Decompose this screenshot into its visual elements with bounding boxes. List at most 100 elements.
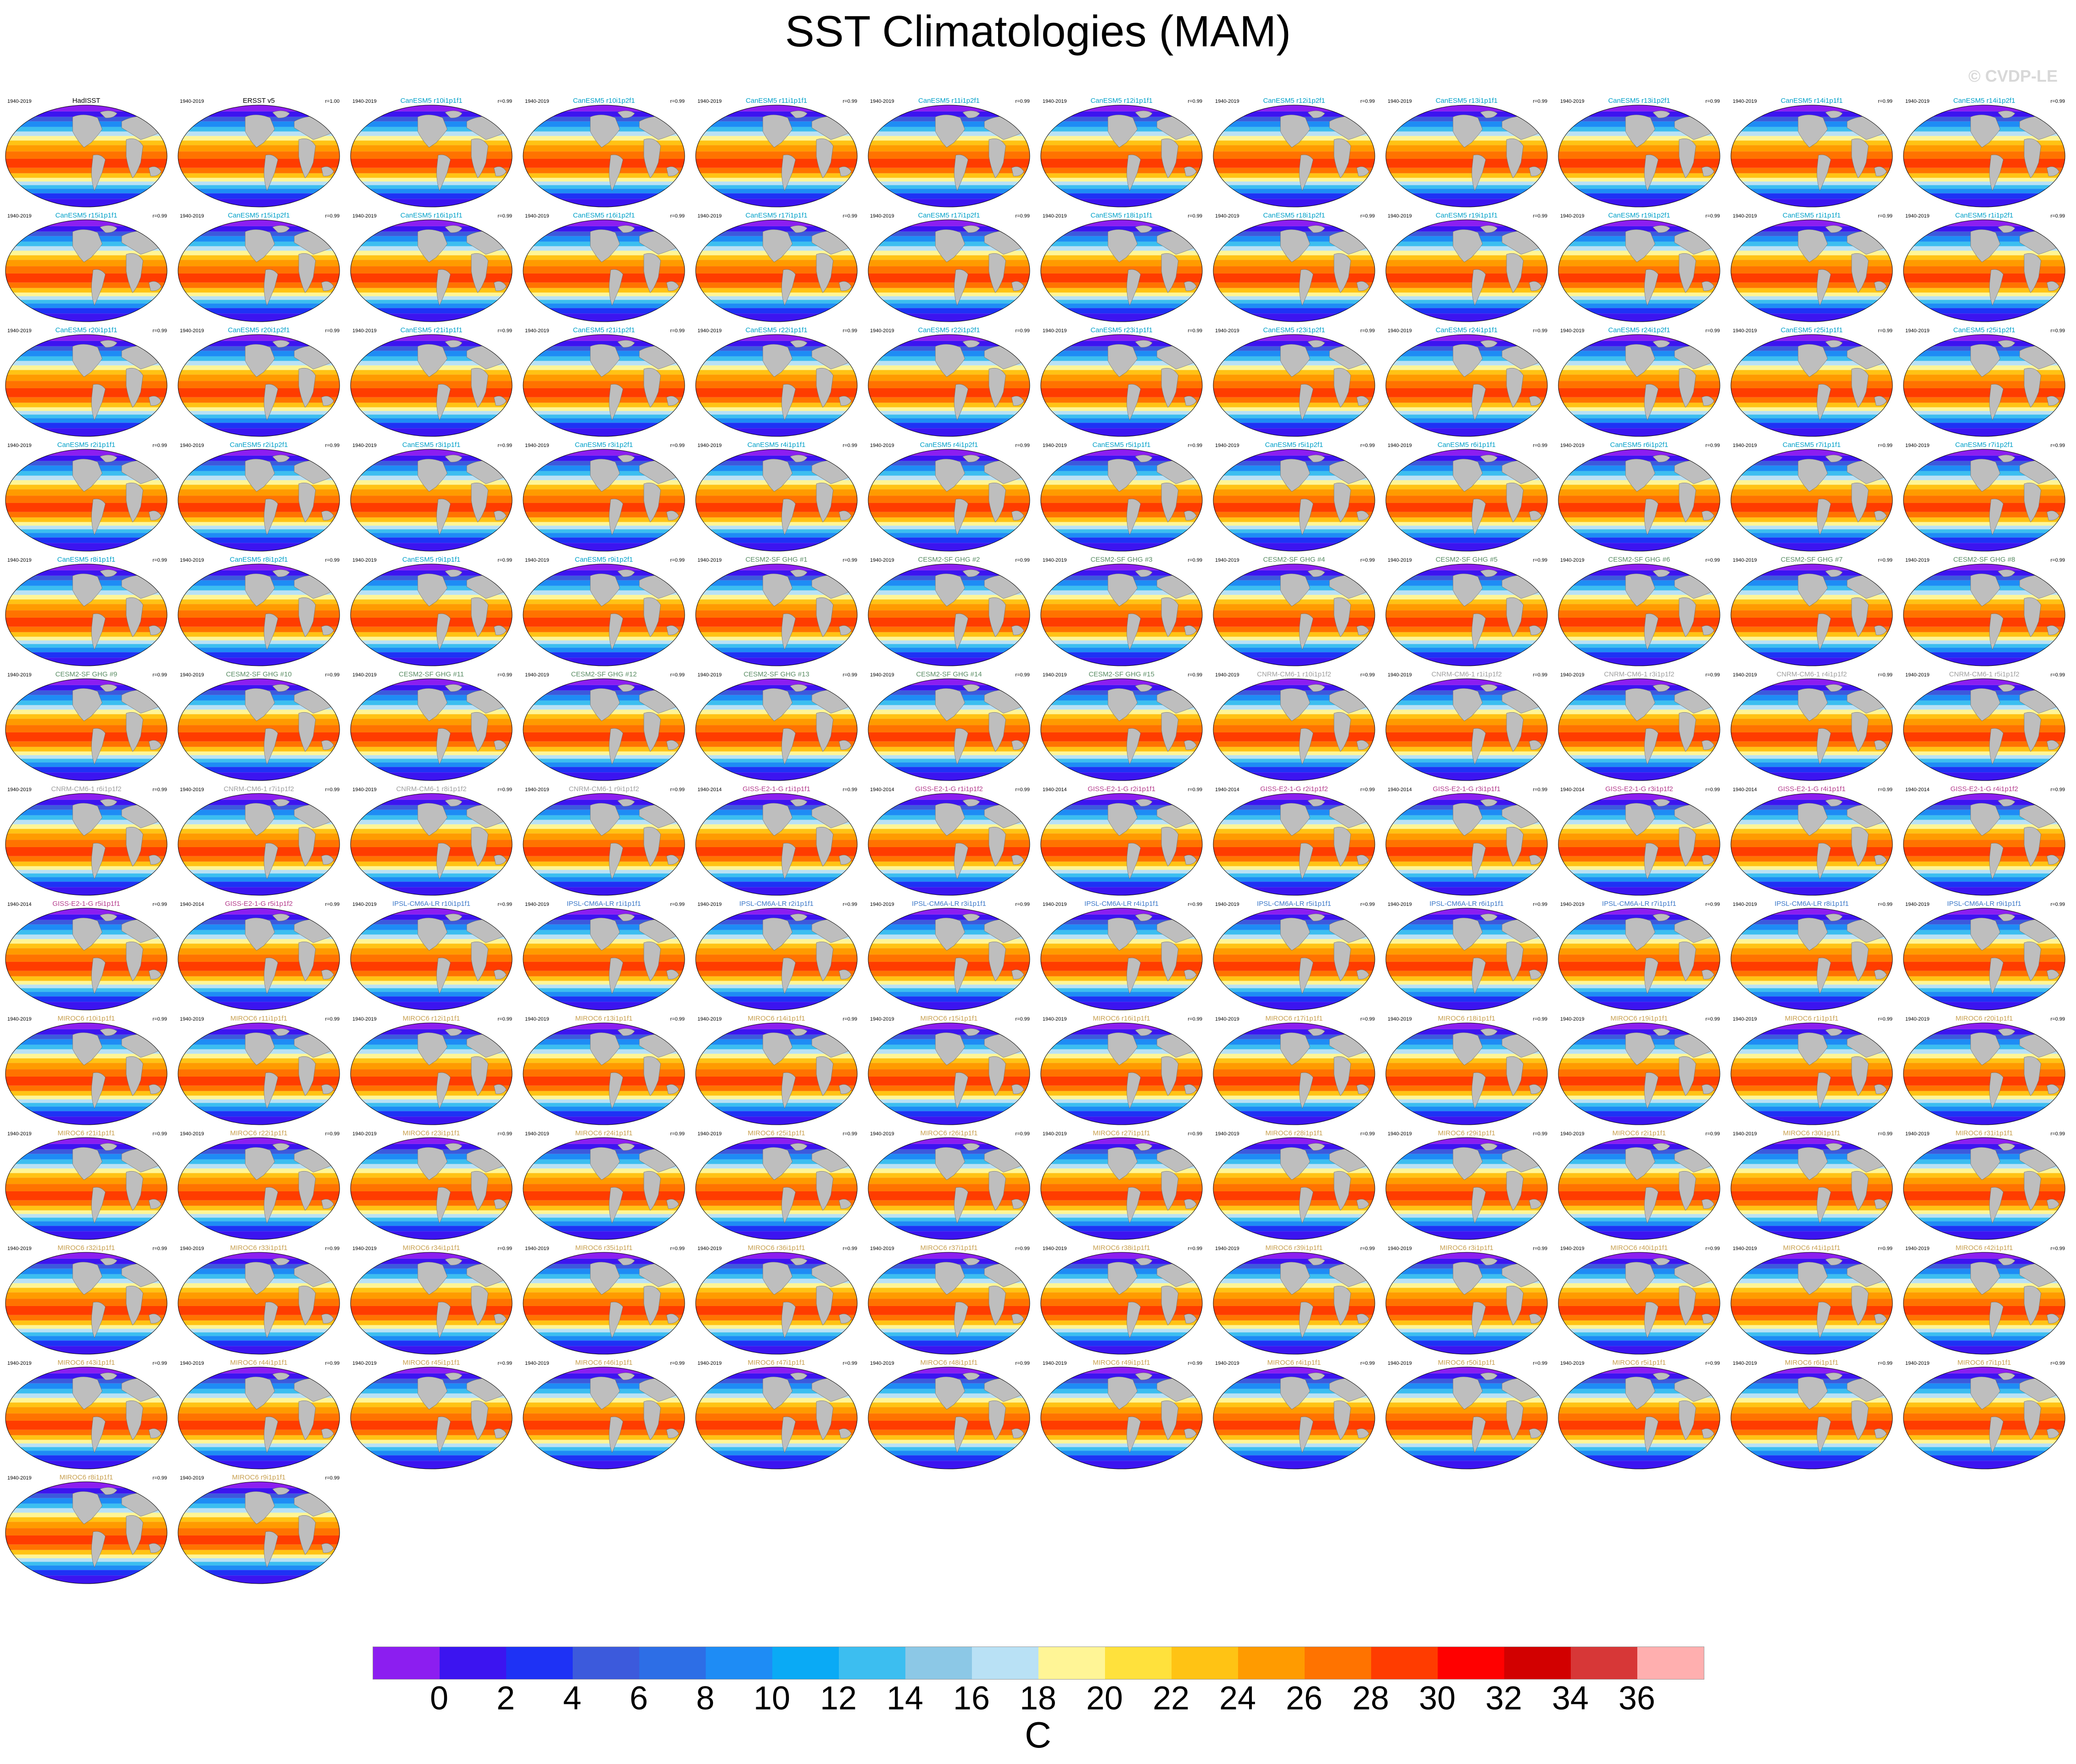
sst-band: [1903, 374, 2065, 381]
sst-band: [1558, 1095, 1720, 1100]
panel-dataset-name: MIROC6 r32i1p1f1: [57, 1244, 115, 1252]
panel-period: 1940-2019: [1733, 672, 1757, 678]
panel-pattern-correlation: r=0.99: [1360, 1016, 1375, 1022]
sst-band: [178, 1299, 340, 1306]
sst-band: [178, 976, 340, 981]
sst-band: [5, 1214, 167, 1218]
sst-band: [1730, 1214, 1893, 1218]
land-mask: [935, 458, 965, 492]
sst-band: [1040, 543, 1203, 552]
land-mask: [1108, 573, 1138, 607]
land-mask: [418, 1376, 447, 1410]
land-mask: [1625, 1262, 1655, 1295]
map-panel: 1940-2019 MIROC6 r6i1p1f1 r=0.99: [1726, 1356, 1897, 1473]
land-mask: [1280, 803, 1310, 836]
sst-band: [1558, 847, 1720, 856]
sst-band: [1385, 455, 1548, 461]
sst-band: [1040, 260, 1203, 267]
sst-band: [1558, 996, 1720, 1002]
sst-band: [695, 189, 858, 194]
land-mask: [264, 843, 278, 880]
sst-band: [523, 882, 685, 888]
sst-band: [1213, 296, 1375, 300]
land-mask: [245, 573, 275, 607]
map-outline: [5, 1367, 167, 1469]
panel-dataset-name: MIROC6 r42i1p1f1: [1955, 1244, 2013, 1252]
sst-band: [868, 971, 1030, 977]
panel-period: 1940-2019: [1215, 1016, 1239, 1022]
map-panel: 1940-2019 CanESM5 r8i1p1f1 r=0.99: [1, 553, 172, 670]
colorbar-cell: [573, 1647, 639, 1679]
sst-band: [523, 1085, 685, 1091]
land-mask: [1135, 111, 1153, 118]
sst-map: [695, 1137, 858, 1240]
sst-band: [1213, 1221, 1375, 1226]
sst-band: [523, 873, 685, 877]
sst-band: [350, 1407, 513, 1414]
sst-band: [5, 1407, 167, 1414]
sst-band: [695, 1315, 858, 1321]
land-mask: [1108, 229, 1138, 262]
sst-band: [1385, 407, 1548, 411]
sst-band: [350, 1221, 513, 1226]
land-mask: [1702, 1313, 1714, 1324]
panel-dataset-name: CNRM-CM6-1 r7i1p1f2: [223, 785, 294, 793]
sst-band: [1903, 1447, 2065, 1451]
sst-band: [1040, 1029, 1203, 1035]
sst-band: [1213, 402, 1375, 408]
land-mask: [1334, 1400, 1351, 1440]
land-mask: [264, 269, 278, 306]
sst-band: [1558, 308, 1720, 314]
land-mask: [839, 510, 852, 521]
land-mask: [1299, 1416, 1313, 1453]
sst-band: [1730, 1191, 1893, 1200]
sst-band: [1730, 877, 1893, 882]
map-outline: [350, 334, 513, 437]
sst-band: [523, 626, 685, 632]
sst-band: [1903, 1346, 2065, 1355]
sst-map: [1213, 1137, 1375, 1240]
sst-band: [350, 856, 513, 862]
land-mask: [436, 1416, 451, 1453]
sst-band: [1730, 1320, 1893, 1325]
sst-band: [5, 1522, 167, 1529]
panel-period: 1940-2019: [698, 1131, 722, 1137]
sst-band: [868, 1178, 1030, 1184]
land-mask: [839, 1313, 852, 1324]
land-mask: [1453, 688, 1483, 721]
sst-band: [695, 870, 858, 874]
sst-band: [5, 877, 167, 882]
sst-band: [178, 685, 340, 691]
panel-pattern-correlation: r=0.99: [1360, 902, 1375, 907]
sst-band: [5, 604, 167, 611]
sst-band: [350, 1336, 513, 1341]
land-mask: [1108, 688, 1138, 721]
sst-band: [695, 1299, 858, 1306]
sst-band: [1558, 955, 1720, 962]
land-mask: [149, 1543, 162, 1553]
land-mask: [1307, 1028, 1325, 1036]
sst-band: [1213, 145, 1375, 152]
map-panel: 1940-2019 CNRM-CM6-1 r8i1p1f2 r=0.99: [346, 782, 517, 899]
sst-band: [1213, 300, 1375, 304]
sst-band: [1213, 873, 1375, 877]
land-mask: [1334, 941, 1351, 982]
sst-band: [1730, 948, 1893, 955]
panel-dataset-name: GISS-E2-1-G r5i1p1f1: [52, 900, 120, 908]
map-outline: [1558, 908, 1720, 1010]
sst-band: [350, 762, 513, 767]
sst-band: [1385, 1095, 1548, 1100]
sst-band: [1213, 961, 1375, 971]
sst-band: [523, 981, 685, 985]
sst-band: [1040, 1085, 1203, 1091]
sst-band: [1730, 181, 1893, 185]
land-mask: [126, 941, 143, 982]
map-panel: 1940-2019 MIROC6 r44i1p1f1 r=0.99: [173, 1356, 344, 1473]
sst-band: [1730, 1210, 1893, 1214]
panel-dataset-name: CESM2-SF GHG #10: [226, 670, 292, 678]
sst-band: [1558, 1420, 1720, 1430]
sst-band: [5, 636, 167, 641]
sst-band: [1558, 517, 1720, 522]
sst-band: [695, 381, 858, 388]
